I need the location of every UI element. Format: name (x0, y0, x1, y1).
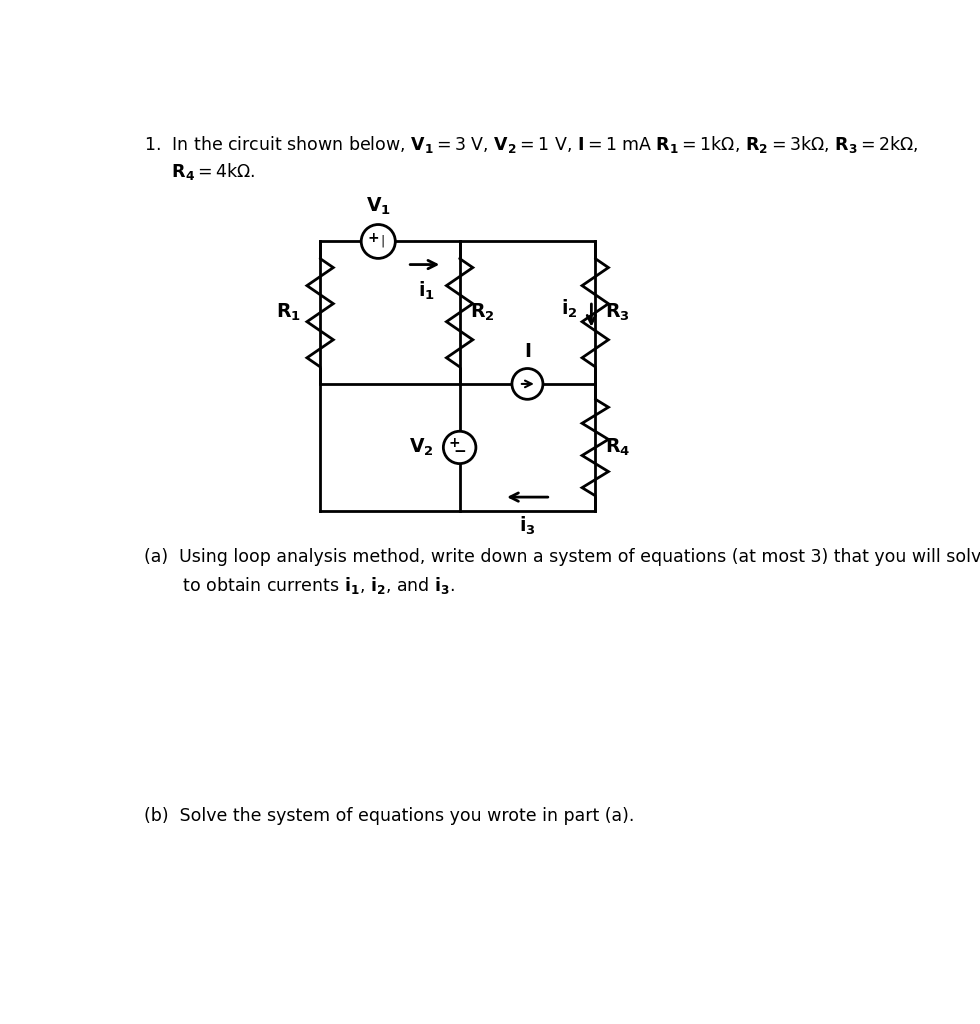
Text: +: + (449, 436, 460, 450)
Text: |: | (381, 234, 385, 248)
Text: $\mathbf{V_2}$: $\mathbf{V_2}$ (410, 437, 434, 458)
Circle shape (362, 224, 395, 258)
Text: $\mathbf{R_3}$: $\mathbf{R_3}$ (606, 302, 630, 324)
Text: $\mathbf{R_2}$: $\mathbf{R_2}$ (469, 302, 494, 324)
Text: $\mathbf{R_1}$: $\mathbf{R_1}$ (275, 302, 301, 324)
Text: to obtain currents $\mathbf{i_1}$, $\mathbf{i_2}$, and $\mathbf{i_3}$.: to obtain currents $\mathbf{i_1}$, $\mat… (144, 574, 456, 596)
Text: $\mathbf{V_1}$: $\mathbf{V_1}$ (366, 196, 391, 217)
Text: $\mathbf{R_4} = 4\mathrm{k}\Omega$.: $\mathbf{R_4} = 4\mathrm{k}\Omega$. (144, 161, 256, 181)
Text: $\mathbf{i_2}$: $\mathbf{i_2}$ (561, 298, 577, 319)
Circle shape (443, 431, 476, 464)
Text: $\mathbf{R_4}$: $\mathbf{R_4}$ (606, 437, 630, 458)
Text: (a)  Using loop analysis method, write down a system of equations (at most 3) th: (a) Using loop analysis method, write do… (144, 548, 980, 566)
Text: +: + (368, 230, 378, 245)
Text: (b)  Solve the system of equations you wrote in part (a).: (b) Solve the system of equations you wr… (144, 807, 635, 825)
Text: $\mathbf{I}$: $\mathbf{I}$ (524, 342, 531, 360)
Circle shape (512, 369, 543, 399)
Text: $\mathbf{i_1}$: $\mathbf{i_1}$ (418, 280, 435, 302)
Text: $\mathbf{i_3}$: $\mathbf{i_3}$ (519, 515, 536, 538)
Text: −: − (453, 443, 466, 459)
Text: 1.  In the circuit shown below, $\mathbf{V_1} = 3$ V, $\mathbf{V_2} = 1$ V, $\ma: 1. In the circuit shown below, $\mathbf{… (144, 134, 919, 155)
